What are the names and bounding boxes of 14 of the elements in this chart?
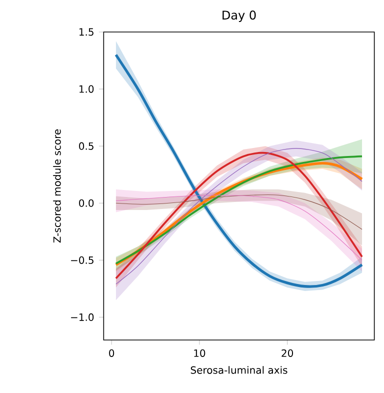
y-tick-label: 0.0 bbox=[79, 199, 94, 207]
x-tick-label: 10 bbox=[194, 349, 206, 357]
chart-title: Day 0 bbox=[222, 10, 256, 22]
line-series bbox=[116, 194, 362, 260]
y-tick-label: −0.5 bbox=[71, 256, 94, 264]
y-tick-label: 1.0 bbox=[80, 85, 94, 93]
x-axis-title: Serosa-luminal axis bbox=[191, 366, 288, 374]
y-tick-label: 1.5 bbox=[80, 28, 94, 36]
y-tick-label: 0.5 bbox=[79, 142, 94, 150]
y-axis-title: Z-scored module score bbox=[53, 129, 62, 243]
x-tick-label: 20 bbox=[282, 349, 294, 357]
y-tick-label: −1.0 bbox=[71, 313, 94, 321]
x-tick-label: 0 bbox=[109, 349, 114, 357]
line-series bbox=[116, 194, 362, 230]
